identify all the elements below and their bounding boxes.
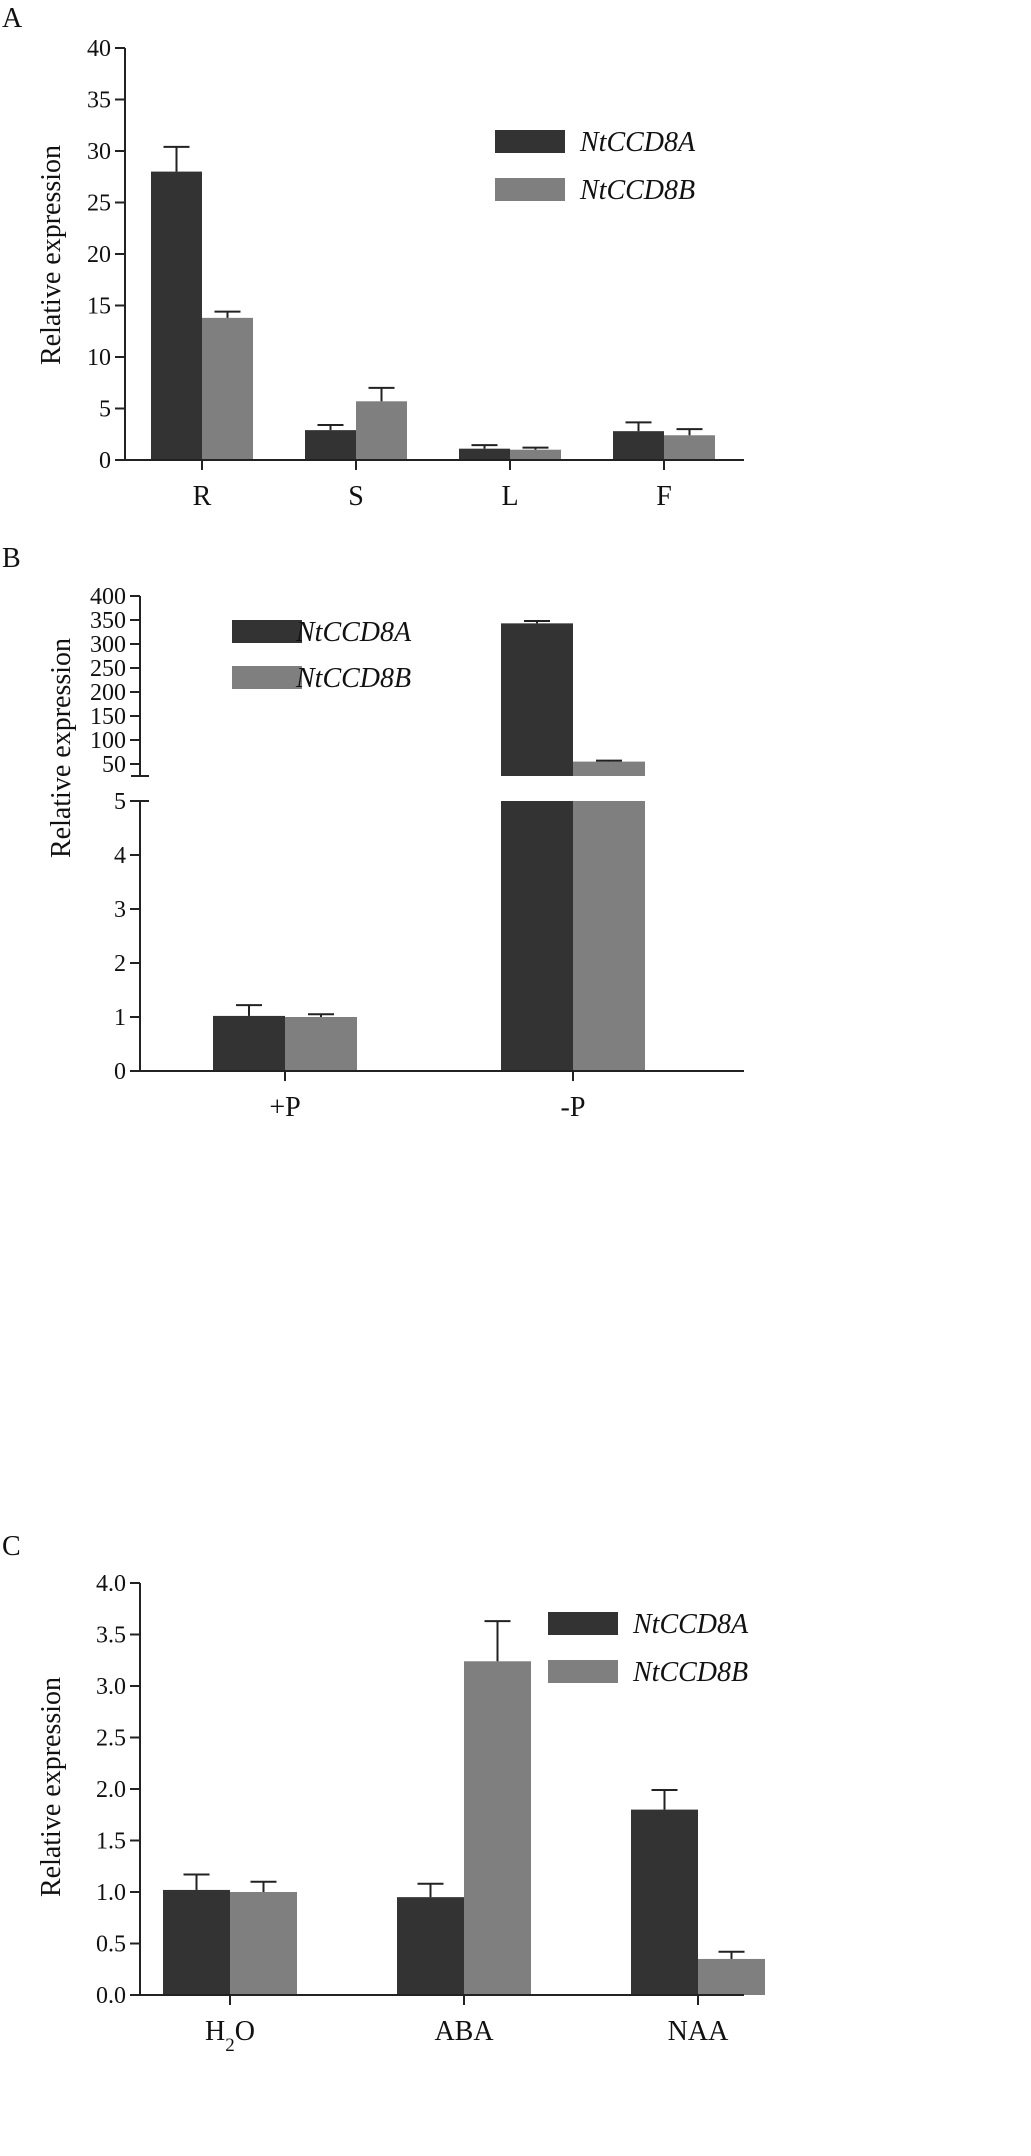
panel-a-legend: NtCCD8A NtCCD8B [495,127,696,206]
legend-label-ntccd8b: NtCCD8B [632,1657,748,1688]
bar-ntccd8a-f [613,431,664,460]
panel-c: C Relative expression 0.0 0.5 1.0 1.5 2.0 2.5… [2,1531,765,2056]
b-ytick-label: 100 [90,728,126,754]
c-xtick-label-naa: NAA [668,2016,729,2047]
bar-ntccd8b-r [202,317,253,460]
bar-ntccd8b-naa [698,1958,765,1995]
panel-b-legend: NtCCD8A NtCCD8B [232,617,412,694]
a-xtick-label-l: L [501,481,518,512]
b-ytick-label: 5 [114,789,126,815]
bar-ntccd8b-aba [464,1661,531,1995]
legend-swatch-ntccd8b [232,666,302,689]
bar-ntccd8b-p [285,1017,357,1071]
panel-b: B Relative expression 0 1 2 3 4 5 501001502002… [2,543,744,1123]
legend-swatch-ntccd8a [548,1612,618,1635]
bar-ntccd8a-s [305,430,356,460]
panel-b-label: B [2,543,21,574]
legend-label-ntccd8b: NtCCD8B [579,175,695,206]
bar-ntccd8b-p-upper-segment [573,761,645,776]
b-ytick-label: 2 [114,951,126,977]
bar-ntccd8a-p [213,1015,285,1071]
c-ytick-label: 2.0 [96,1777,126,1803]
bar-ntccd8a-naa [631,1809,698,1995]
legend-label-ntccd8a: NtCCD8A [295,617,412,648]
a-ytick-label: 15 [87,294,111,320]
legend-label-ntccd8a: NtCCD8A [579,127,696,158]
b-ytick-label: 50 [102,752,126,778]
bar-ntccd8b-h2o [230,1892,297,1995]
a-ytick-label: 5 [99,397,111,423]
bar-ntccd8b-s [356,401,407,460]
legend-swatch-ntccd8b [495,178,565,201]
b-ytick-label: 150 [90,704,126,730]
c-xtick-label-aba: ABA [434,2016,494,2047]
bar-ntccd8a-p-lower-segment [501,801,573,1071]
b-ytick-label: 400 [90,584,126,610]
a-xtick-label-r: R [193,481,212,512]
b-ytick-label: 300 [90,632,126,658]
c-ytick-label: 0.5 [96,1932,126,1958]
a-ytick-label: 35 [87,88,111,114]
panel-a-label: A [2,3,23,34]
b-ytick-label: 4 [114,843,126,869]
c-xtick-label-h2o: H2O [205,2016,255,2056]
panel-c-label: C [2,1531,21,1562]
b-ytick-label: 1 [114,1005,126,1031]
a-ytick-label: 10 [87,345,111,371]
b-ytick-label: 200 [90,680,126,706]
legend-label-ntccd8b: NtCCD8B [295,663,411,694]
bar-ntccd8b-f [664,435,715,460]
c-ytick-label: 0.0 [96,1983,126,2009]
legend-label-ntccd8a: NtCCD8A [632,1609,749,1640]
bar-ntccd8b-l [510,449,561,460]
b-ytick-label: 0 [114,1059,126,1085]
b-ytick-label: 350 [90,608,126,634]
a-ytick-label: 20 [87,242,111,268]
a-xtick-label-f: F [656,481,672,512]
a-ytick-label: 25 [87,191,111,217]
bar-ntccd8a-r [151,171,202,460]
legend-swatch-ntccd8a [495,130,565,153]
bar-ntccd8b-p-lower-segment [573,801,645,1071]
c-ytick-label: 2.5 [96,1726,126,1752]
b-xtick-label-minus-p: -P [561,1092,586,1123]
legend-swatch-ntccd8a [232,620,302,643]
c-ytick-label: 3.5 [96,1623,126,1649]
panel-b-ylabel: Relative expression [46,638,77,858]
panel-a-ylabel: Relative expression [36,145,67,365]
c-ytick-label: 4.0 [96,1571,126,1597]
panel-c-ylabel: Relative expression [36,1677,67,1897]
bar-ntccd8a-p-upper-segment [501,623,573,776]
bar-ntccd8a-aba [397,1897,464,1995]
b-ytick-label: 3 [114,897,126,923]
c-ytick-label: 1.0 [96,1880,126,1906]
c-ytick-label: 1.5 [96,1829,126,1855]
bar-ntccd8a-l [459,448,510,460]
b-xtick-label-plus-p: +P [269,1092,300,1123]
a-ytick-label: 30 [87,139,111,165]
legend-swatch-ntccd8b [548,1660,618,1683]
bar-ntccd8a-h2o [163,1889,230,1995]
a-ytick-label: 40 [87,36,111,62]
panel-c-legend: NtCCD8A NtCCD8B [548,1609,749,1688]
a-ytick-label: 0 [99,448,111,474]
b-ytick-label: 250 [90,656,126,682]
panel-a: A Relative expression 0 5 10 15 20 25 30 35 40 R… [2,3,744,512]
a-xtick-label-s: S [348,481,364,512]
c-ytick-label: 3.0 [96,1674,126,1700]
